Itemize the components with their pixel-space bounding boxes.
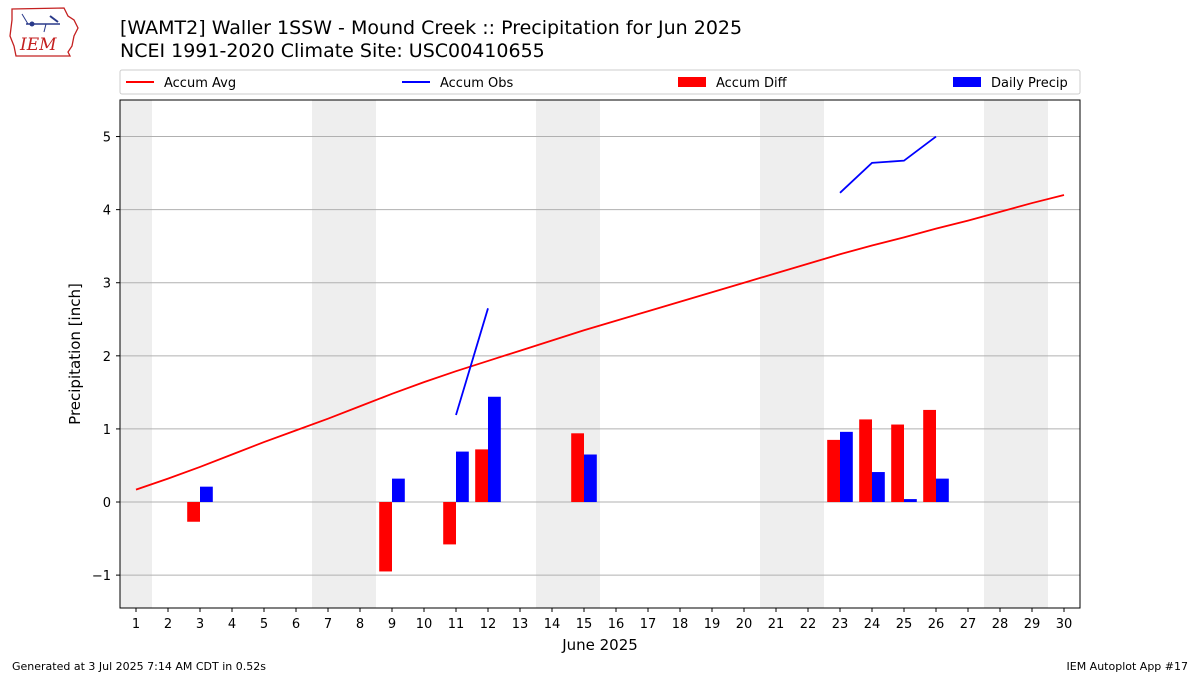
accum-obs-line-0 (455, 308, 489, 416)
daily-precip-bar-25 (904, 499, 917, 503)
xtick-label-23: 23 (832, 617, 849, 632)
weekend-shade-21 (760, 100, 792, 608)
xtick-label-28: 28 (992, 617, 1009, 632)
xtick-label-2: 2 (164, 617, 172, 632)
daily-precip-bar-15 (584, 454, 597, 503)
legend-label-accum-avg: Accum Avg (164, 76, 236, 91)
ytick-label-3: 3 (103, 277, 111, 292)
xtick-label-5: 5 (260, 617, 268, 632)
xtick-label-30: 30 (1056, 617, 1073, 632)
iem-logo: IEM (8, 6, 80, 62)
weekend-shade-15 (568, 100, 600, 608)
xtick-label-11: 11 (448, 617, 465, 632)
xtick-label-7: 7 (324, 617, 332, 632)
xtick-label-27: 27 (960, 617, 977, 632)
ytick-label-0: 0 (103, 496, 111, 511)
ytick-label-4: 4 (103, 204, 111, 219)
xtick-label-10: 10 (416, 617, 433, 632)
ytick-label-1: 1 (103, 423, 111, 438)
accum-obs-line-1 (839, 135, 937, 194)
weekend-shade-14 (536, 100, 568, 608)
accum-avg-line-0 (135, 194, 1065, 491)
xtick-label-29: 29 (1024, 617, 1041, 632)
svg-text:IEM: IEM (19, 35, 57, 55)
xtick-label-15: 15 (576, 617, 593, 632)
xtick-label-26: 26 (928, 617, 945, 632)
weekend-shade-1 (120, 100, 152, 608)
accum-diff-bar-11 (443, 502, 456, 545)
ytick-label--1: −1 (92, 569, 111, 584)
weekend-shade-8 (344, 100, 376, 608)
iem-logo-graphic: IEM (9, 7, 79, 57)
xtick-label-3: 3 (196, 617, 204, 632)
weekend-shade-28 (984, 100, 1016, 608)
ytick-label-2: 2 (103, 350, 111, 365)
accum-diff-bar-15 (571, 433, 584, 503)
xtick-label-25: 25 (896, 617, 913, 632)
xtick-label-4: 4 (228, 617, 236, 632)
xtick-label-8: 8 (356, 617, 364, 632)
legend-label-accum-diff: Accum Diff (716, 76, 788, 91)
xtick-label-6: 6 (292, 617, 300, 632)
weekend-shade-22 (792, 100, 824, 608)
xtick-label-18: 18 (672, 617, 689, 632)
xtick-label-24: 24 (864, 617, 881, 632)
accum-diff-bar-25 (891, 424, 904, 503)
accum-diff-bar-23 (827, 439, 840, 503)
daily-precip-bar-3 (200, 486, 213, 503)
xtick-label-21: 21 (768, 617, 785, 632)
daily-precip-bar-11 (456, 451, 469, 503)
xtick-label-20: 20 (736, 617, 753, 632)
xtick-label-1: 1 (132, 617, 140, 632)
chart-subtitle: NCEI 1991-2020 Climate Site: USC00410655 (120, 40, 545, 62)
chart-title: [WAMT2] Waller 1SSW - Mound Creek :: Pre… (120, 17, 743, 39)
xtick-label-9: 9 (388, 617, 396, 632)
accum-diff-bar-26 (923, 409, 936, 503)
app-credit: IEM Autoplot App #17 (1066, 660, 1189, 673)
weekend-shade-7 (312, 100, 344, 608)
ytick-label-5: 5 (103, 131, 111, 146)
legend-label-accum-obs: Accum Obs (440, 76, 513, 91)
daily-precip-bar-9 (392, 478, 405, 503)
xtick-label-14: 14 (544, 617, 561, 632)
daily-precip-bar-26 (936, 478, 949, 503)
accum-diff-bar-3 (187, 502, 200, 522)
generated-timestamp: Generated at 3 Jul 2025 7:14 AM CDT in 0… (12, 660, 266, 673)
accum-diff-bar-12 (475, 449, 488, 503)
x-axis-label: June 2025 (561, 636, 638, 654)
xtick-label-17: 17 (640, 617, 657, 632)
xtick-label-16: 16 (608, 617, 625, 632)
legend-swatch-daily-precip (953, 77, 981, 87)
xtick-label-19: 19 (704, 617, 721, 632)
accum-diff-bar-24 (859, 419, 872, 503)
weekend-shade-29 (1016, 100, 1048, 608)
daily-precip-bar-12 (488, 396, 501, 503)
legend-label-daily-precip: Daily Precip (991, 76, 1068, 91)
legend-swatch-accum-diff (678, 77, 706, 87)
y-axis-label: Precipitation [inch] (66, 283, 84, 425)
xtick-label-22: 22 (800, 617, 817, 632)
accum-diff-bar-9 (379, 502, 392, 572)
plot-frame (119, 99, 1081, 609)
legend-box (119, 69, 1081, 95)
xtick-label-13: 13 (512, 617, 529, 632)
daily-precip-bar-23 (840, 431, 853, 503)
daily-precip-bar-24 (872, 472, 885, 503)
xtick-label-12: 12 (480, 617, 497, 632)
